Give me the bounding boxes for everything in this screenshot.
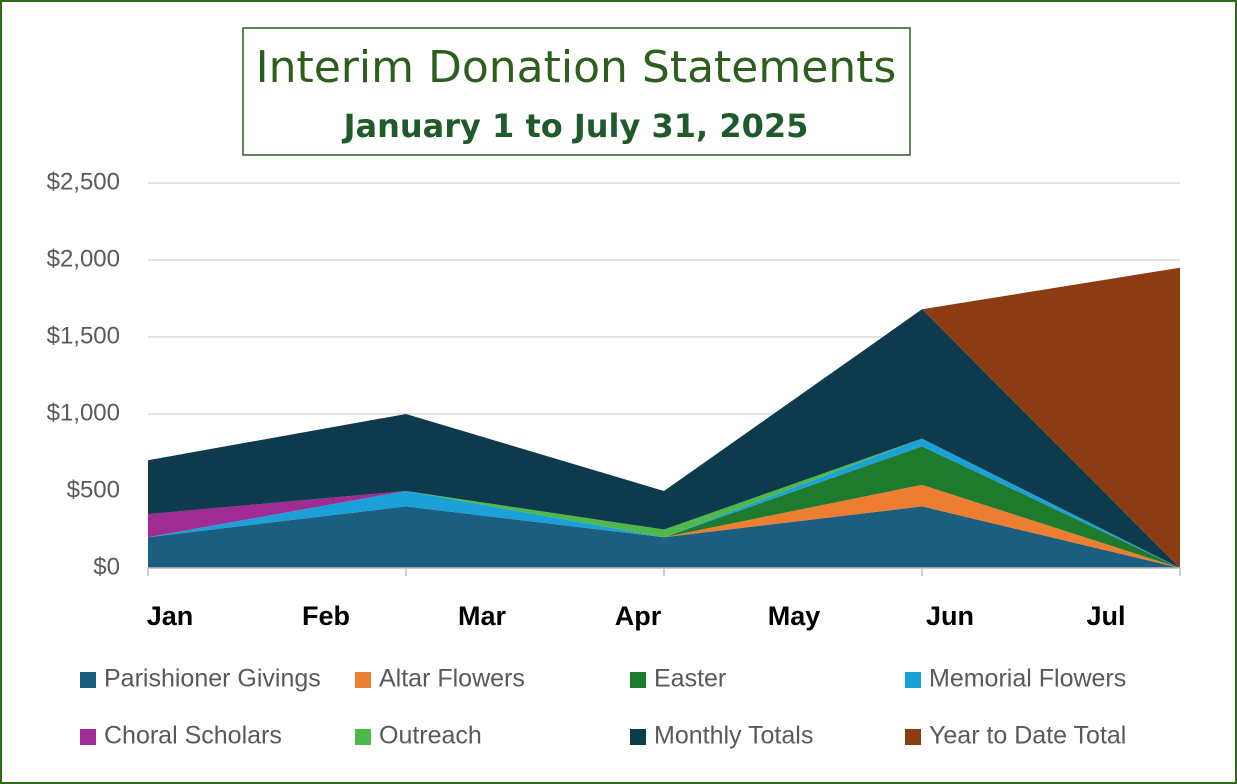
chart-subtitle: January 1 to July 31, 2025 — [342, 107, 809, 145]
area — [148, 438, 1180, 568]
legend-swatch — [905, 729, 921, 745]
x-tick-label: Apr — [615, 601, 662, 631]
x-tick-label: May — [768, 601, 821, 631]
legend-swatch — [80, 729, 96, 745]
legend-label: Outreach — [379, 722, 482, 750]
title-box — [242, 27, 911, 156]
legend-label: Parishioner Givings — [104, 665, 321, 693]
legend-swatch — [355, 729, 371, 745]
legend-label: Easter — [654, 665, 726, 693]
area — [148, 267, 1180, 568]
legend-label: Altar Flowers — [379, 665, 525, 693]
y-tick-label: $500 — [67, 476, 120, 503]
legend-label: Memorial Flowers — [929, 665, 1126, 693]
legend-label: Year to Date Total — [929, 722, 1126, 750]
y-tick-label: $0 — [93, 553, 120, 580]
x-tick-label: Jun — [926, 601, 974, 631]
x-tick-label: Mar — [458, 601, 507, 631]
legend-swatch — [905, 672, 921, 688]
y-tick-label: $2,000 — [47, 245, 120, 272]
x-tick-label: Jul — [1086, 601, 1125, 631]
legend-swatch — [630, 672, 646, 688]
legend-label: Choral Scholars — [104, 722, 282, 750]
legend-swatch — [80, 672, 96, 688]
area — [148, 309, 1180, 568]
y-tick-label: $1,500 — [47, 322, 120, 349]
x-tick-label: Jan — [147, 601, 194, 631]
legend-swatch — [355, 672, 371, 688]
area — [148, 484, 1180, 568]
chart-title: Interim Donation Statements — [256, 42, 897, 93]
legend-swatch — [630, 729, 646, 745]
legend-label: Monthly Totals — [654, 722, 813, 750]
x-tick-label: Feb — [302, 601, 350, 631]
area — [148, 446, 1180, 568]
y-tick-label: $2,500 — [47, 168, 120, 195]
y-tick-label: $1,000 — [47, 399, 120, 426]
